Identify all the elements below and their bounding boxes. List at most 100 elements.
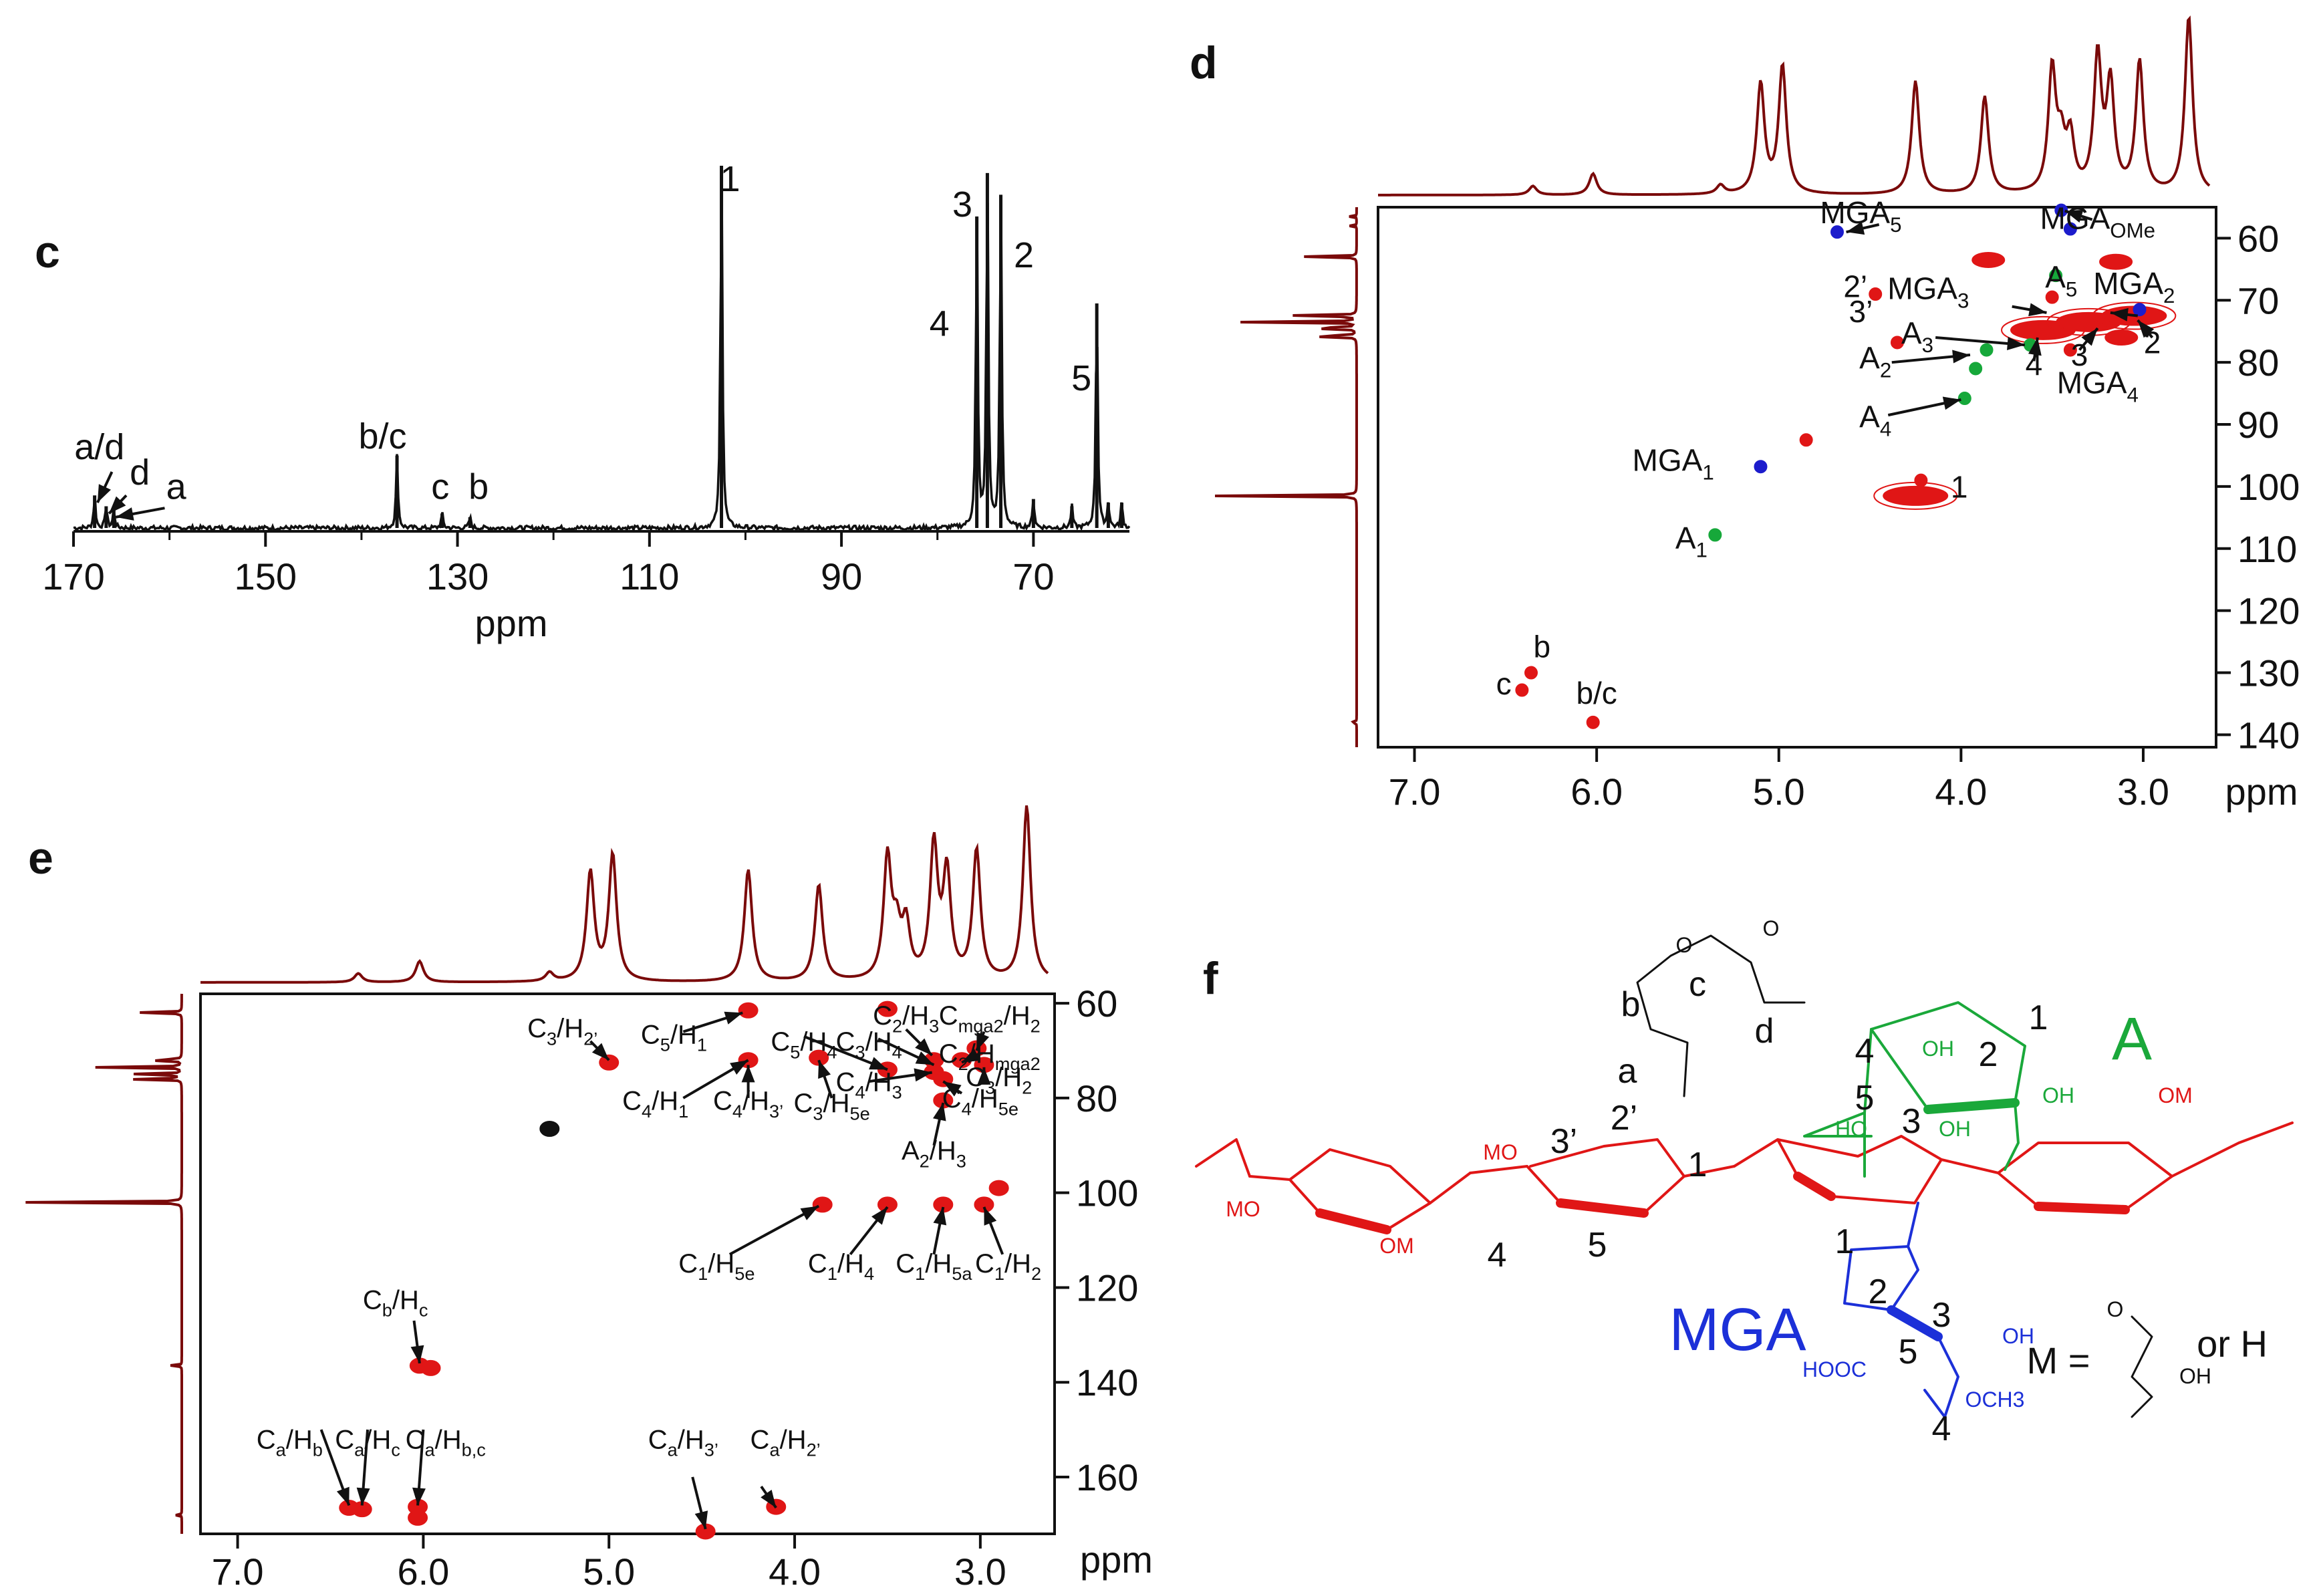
sugar-number-green: 4	[1855, 1032, 1875, 1071]
hsqc-cross-peak	[2133, 303, 2147, 317]
spectrum-c-annotation: b/c	[358, 416, 406, 456]
hsqc-y-tick-label: 130	[2237, 652, 2300, 694]
hmbc-label: Ca/Hb	[257, 1425, 323, 1460]
hmbc-arrow-head	[984, 1206, 997, 1226]
spectrum-c-arrow-a-head	[116, 507, 134, 521]
hmbc-x-tick-label: 6.0	[397, 1551, 449, 1593]
hmbc-label: Ca/H3’	[648, 1425, 718, 1460]
sugar-number: 4	[1488, 1236, 1507, 1275]
hsqc-cross-peak	[2063, 343, 2077, 357]
hmbc-arrow-head	[356, 1487, 370, 1506]
sugar-number-green: 5	[1855, 1079, 1875, 1117]
spectrum-c-arrow-ad-head	[97, 484, 111, 503]
sugar-number: 2	[1869, 1273, 1888, 1311]
sugar-ring-red-2	[1469, 1138, 1685, 1214]
hsqc-label: MGA4	[2057, 366, 2139, 407]
hsqc-cross-peak	[1971, 251, 2006, 268]
sugar-number: 5	[1899, 1333, 1918, 1371]
maleyl-letter: b	[1621, 985, 1641, 1024]
hsqc-label: MGA2	[2093, 266, 2175, 307]
hsqc-y-tick-label: 80	[2237, 342, 2279, 384]
hmbc-label: C1/H5a	[896, 1249, 972, 1284]
hsqc-cross-peak	[1890, 336, 1904, 350]
spectrum-c-x-tick-label: 90	[821, 555, 862, 597]
hmbc-x-label: ppm	[1080, 1539, 1153, 1581]
hsqc-label: A4	[1859, 400, 1891, 441]
hsqc-arrow-4-head	[2028, 338, 2042, 356]
hsqc-label: A1	[1675, 521, 1708, 562]
spectrum-c-annotation: a/d	[74, 427, 124, 467]
hmbc-arrow-head	[412, 1487, 426, 1506]
hmbc-arrow-head	[800, 1206, 819, 1220]
maleyl-letter: c	[1689, 965, 1706, 1004]
hmbc-arrow-head	[933, 1206, 947, 1226]
sugar-number: 5	[1588, 1226, 1607, 1265]
hsqc-arrow-3-head	[2081, 328, 2098, 346]
hmbc-arrow-head	[741, 1065, 755, 1083]
hmbc-arrow-head	[818, 1060, 831, 1079]
hsqc-cross-peak	[2063, 222, 2077, 236]
hmbc-cross-peak	[988, 1180, 1009, 1196]
sugar-number: 3’	[1550, 1122, 1577, 1161]
hsqc-label: b/c	[1576, 676, 1617, 710]
hsqc-y-tick-label: 70	[2237, 279, 2279, 321]
sugar-link-red-2	[1683, 1165, 1736, 1178]
hmbc-label: C5/H1	[641, 1020, 707, 1055]
hsqc-cross-peak	[1969, 362, 1983, 376]
hmbc-arrow-head	[410, 1345, 424, 1363]
hsqc-top-projection	[1378, 15, 2211, 196]
spectrum-c-annotation: 1	[720, 159, 740, 199]
hmbc-left-projection	[25, 993, 183, 1534]
hmbc-y-tick-label: 140	[1076, 1361, 1138, 1404]
spectrum-c-arrow-d-head	[109, 496, 126, 514]
panel-letter-d: d	[1190, 37, 1218, 88]
sugar-label-mga: MGA	[1669, 1297, 1806, 1363]
hsqc-cross-peak	[1869, 287, 1883, 301]
hsqc-x-tick-label: 7.0	[1389, 771, 1441, 813]
sugar-substituent: OCH3	[1965, 1387, 2025, 1412]
sugar-substituent: OH	[2042, 1083, 2074, 1107]
spectrum-c-annotation: 5	[1071, 358, 1091, 398]
hmbc-arrow-head	[976, 1032, 990, 1051]
hsqc-cross-peak	[1914, 473, 1928, 487]
hmbc-label: C1/H5e	[678, 1249, 755, 1284]
hsqc-y-tick-label: 100	[2237, 466, 2300, 508]
spectrum-c-trace	[73, 191, 1131, 533]
hsqc-label: MGAOMe	[2040, 201, 2156, 243]
hmbc-arrow-head	[724, 1011, 743, 1025]
hsqc-cross-peak	[1524, 666, 1538, 680]
sugar-substituent: OH	[2179, 1364, 2211, 1388]
spectrum-c-annotation: b	[468, 467, 489, 507]
hsqc-x-tick-label: 3.0	[2117, 771, 2169, 813]
hmbc-cross-peak	[599, 1054, 620, 1071]
sugar-number: 1	[1835, 1222, 1855, 1261]
spectrum-c-annotation: d	[130, 452, 150, 493]
hmbc-label: Cb/Hc	[363, 1285, 428, 1320]
hmbc-frame	[199, 992, 1056, 1535]
sugar-green-link-2	[2004, 1101, 2020, 1171]
spectrum-c-annotation: a	[166, 467, 187, 507]
sugar-number-green: 1	[2029, 999, 2048, 1037]
sugar-substituent: HO	[1835, 1117, 1867, 1141]
hmbc-y-tick-label: 80	[1076, 1077, 1117, 1119]
hmbc-cross-peak	[738, 1002, 759, 1019]
sugar-number: 3	[1932, 1296, 1951, 1335]
hmbc-cross-peak	[539, 1121, 560, 1137]
spectrum-c-x-tick-label: 170	[42, 555, 104, 597]
sugar-label-a: A	[2112, 1006, 2152, 1073]
hsqc-arrow-mga5-head	[1846, 221, 1865, 235]
hmbc-cross-peak	[877, 1196, 898, 1213]
sugar-number-green: 2	[1979, 1035, 1998, 1074]
hmbc-arrow-head	[869, 1057, 888, 1070]
hmbc-x-tick-label: 5.0	[583, 1551, 635, 1593]
hsqc-cross-peak	[2049, 269, 2063, 283]
sugar-substituent: OH	[2002, 1324, 2034, 1348]
sugar-ring-red-3	[1733, 1135, 1943, 1204]
sugar-ring-red-1	[1248, 1148, 1432, 1231]
hsqc-label: A5	[2045, 260, 2077, 301]
hsqc-cross-peak	[1830, 225, 1844, 239]
spectrum-c-x-label: ppm	[475, 602, 548, 644]
sugar-link-red-1	[1429, 1172, 1472, 1204]
sugar-substituent: HOOC	[1802, 1357, 1867, 1381]
